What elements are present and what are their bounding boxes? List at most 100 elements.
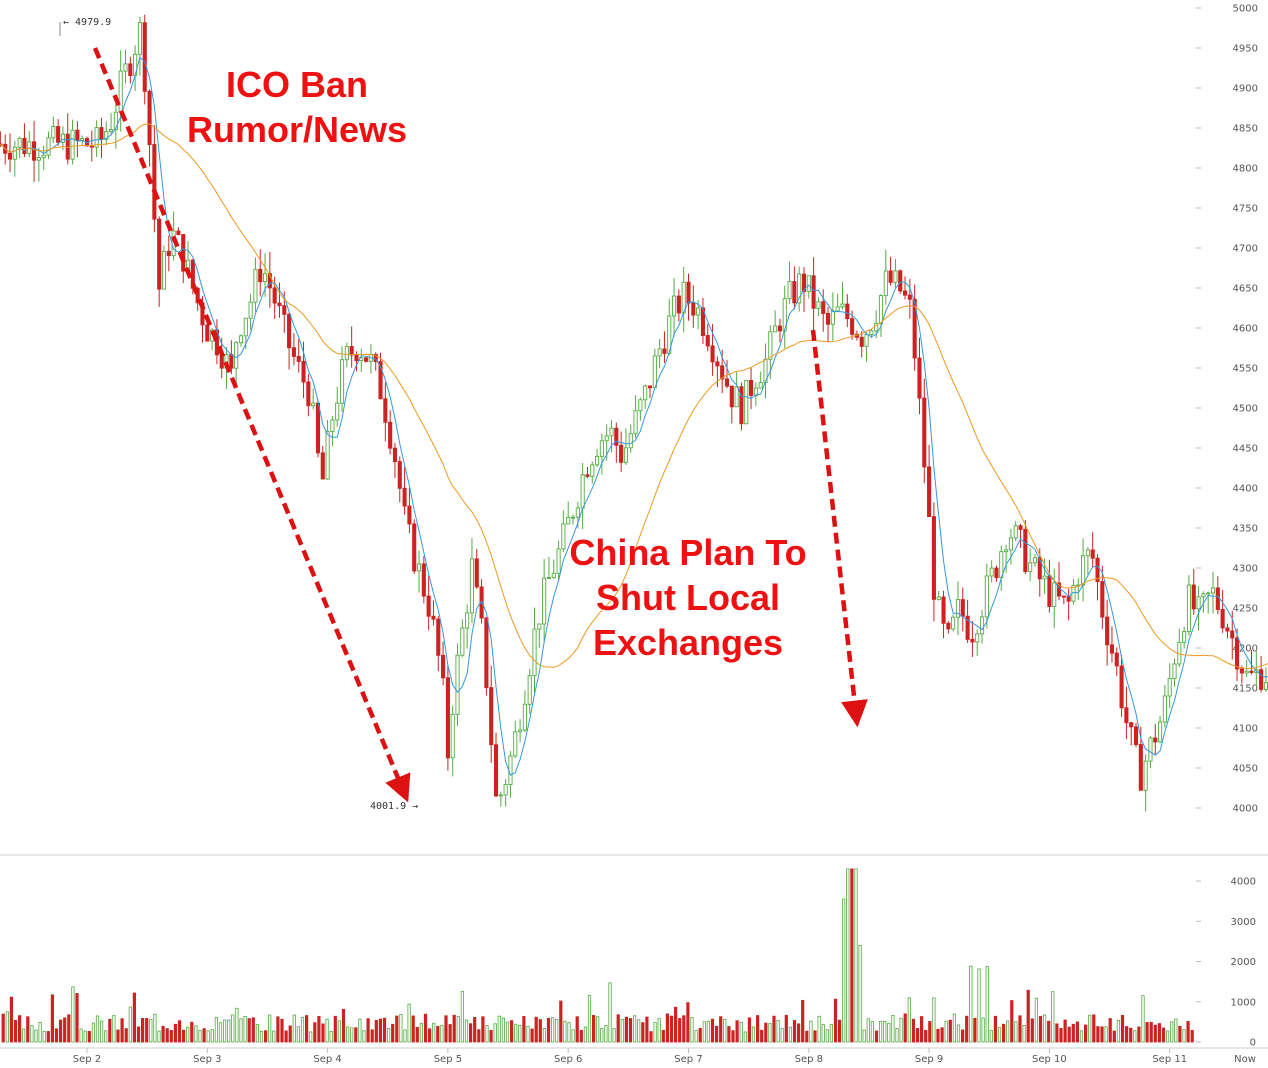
volume-bar [952,1013,957,1043]
volume-bar [108,1019,112,1043]
candle-body [1061,595,1066,598]
volume-bar [1100,1026,1104,1043]
candle-body [287,313,292,349]
volume-bar [263,1030,268,1043]
volume-bar [813,1030,817,1043]
volume-bar [22,1028,26,1043]
volume-bar [1133,1030,1137,1043]
candle-body [830,310,835,325]
volume-bar [702,1021,706,1043]
volume-bar [1075,1021,1079,1043]
volume-bar [797,1023,801,1043]
volume-bar [50,994,55,1043]
volume-bar [17,1015,22,1043]
candle-body [527,675,532,705]
volume-bar [259,1031,264,1043]
volume-bar [764,1022,768,1043]
volume-y-axis: 0 1000 2000 3000 4000 [1196,877,1256,1049]
volume-bar [243,1016,247,1043]
volume-bar [1170,1021,1174,1043]
candle-body [922,397,927,468]
volume-bar [776,1019,780,1043]
candle-body [700,307,705,336]
candle-body [253,268,258,303]
candle-body [570,516,576,519]
price-tick-label: 4900 [1233,84,1258,95]
volume-bar [1055,1023,1059,1043]
volume-bar [928,1021,932,1043]
china-plan-title-line1: China Plan To [569,532,806,573]
candle-body [1210,587,1216,594]
candle-body [373,354,378,363]
volume-bar [1067,1026,1071,1043]
volume-bar [727,1026,731,1043]
volume-bar [477,1029,481,1043]
volume-bar [842,898,846,1043]
volume-bar [780,1028,784,1043]
volume-bar [386,1028,391,1043]
candle-body [161,250,167,290]
ico-ban-title-line1: ICO Ban [226,64,368,105]
volume-bar [809,1020,813,1043]
candle-body [864,334,869,347]
volume-bar [563,1020,567,1043]
volume-bar [1,1013,5,1043]
candle-body [291,347,296,357]
candle-body [821,301,826,314]
candle-body [12,146,17,160]
volume-bar [206,1030,210,1043]
volume-bar [1088,1014,1092,1043]
volume-bar [128,1006,132,1043]
candle-body [277,302,282,307]
volume-bar [616,1014,620,1043]
volume-bar [1161,1027,1166,1043]
volume-bar [534,1016,538,1043]
candle-body [1100,581,1105,618]
candle-body [696,307,701,316]
volume-bar [423,1013,428,1043]
volume-bar [1157,1023,1161,1043]
candle-body [113,111,118,130]
candle-body [686,281,691,304]
volume-bar [1125,1026,1129,1043]
candle-body [383,398,388,423]
volume-bar [140,1017,145,1043]
candle-body [339,359,345,404]
candle-body [378,361,383,400]
volume-bar [136,1026,141,1043]
candle-body [845,303,850,320]
x-tick-label: Sep 6 [554,1054,582,1065]
volume-bar [440,1024,444,1043]
volume-bar [227,1019,231,1043]
volume-bar [116,1029,120,1043]
candle-body [758,382,763,389]
volume-bar [846,868,850,1043]
candle-body [676,295,681,314]
x-tick-label: Sep 8 [795,1054,823,1065]
candle-body [888,270,893,283]
candle-body [157,218,162,290]
price-tick-label: 4600 [1233,324,1258,335]
volume-bar [1190,1030,1194,1043]
candle-body [282,305,287,315]
candle-body [609,427,614,437]
candle-body [1095,557,1100,583]
volume-bar [153,1013,157,1043]
volume-bar [932,997,936,1043]
candle-body [407,505,412,525]
candle-body [532,628,537,677]
candle-body [36,157,41,161]
volume-bar [1145,1022,1149,1043]
volume-bar [936,1028,940,1043]
volume-bar [1038,1015,1043,1043]
candle-body [330,419,335,432]
volume-bar [805,1030,809,1043]
volume-bar [132,992,136,1043]
volume-bar [30,1025,34,1043]
candle-body [662,348,667,354]
volume-bar [456,1016,460,1043]
x-tick-label: Sep 4 [313,1054,341,1065]
candle-body [840,303,845,308]
volume-bar [747,1017,752,1043]
